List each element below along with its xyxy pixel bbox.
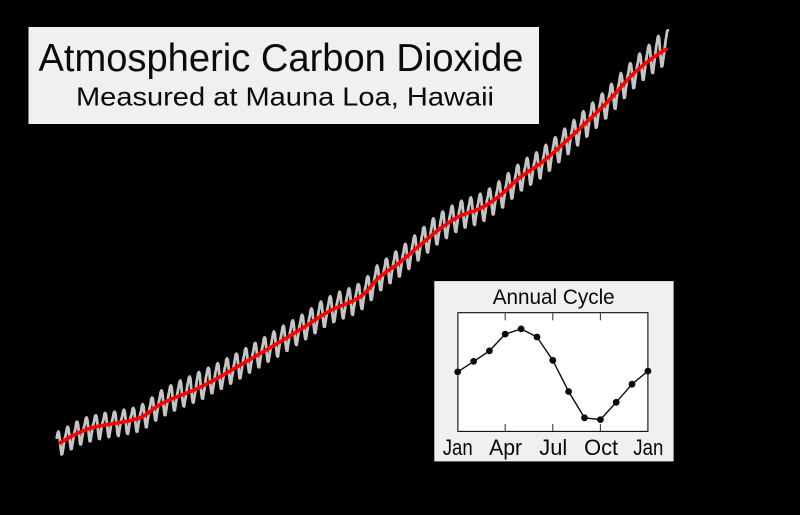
svg-text:Jan: Jan <box>633 435 663 460</box>
svg-text:Jul: Jul <box>539 435 567 460</box>
svg-text:Annual Cycle: Annual Cycle <box>493 286 615 309</box>
svg-text:Oct: Oct <box>584 435 618 460</box>
svg-text:Jan: Jan <box>443 435 473 460</box>
svg-text:Measured at Mauna Loa, Hawaii: Measured at Mauna Loa, Hawaii <box>76 81 494 111</box>
svg-text:Apr: Apr <box>489 435 522 460</box>
svg-text:Atmospheric Carbon Dioxide: Atmospheric Carbon Dioxide <box>39 37 524 80</box>
